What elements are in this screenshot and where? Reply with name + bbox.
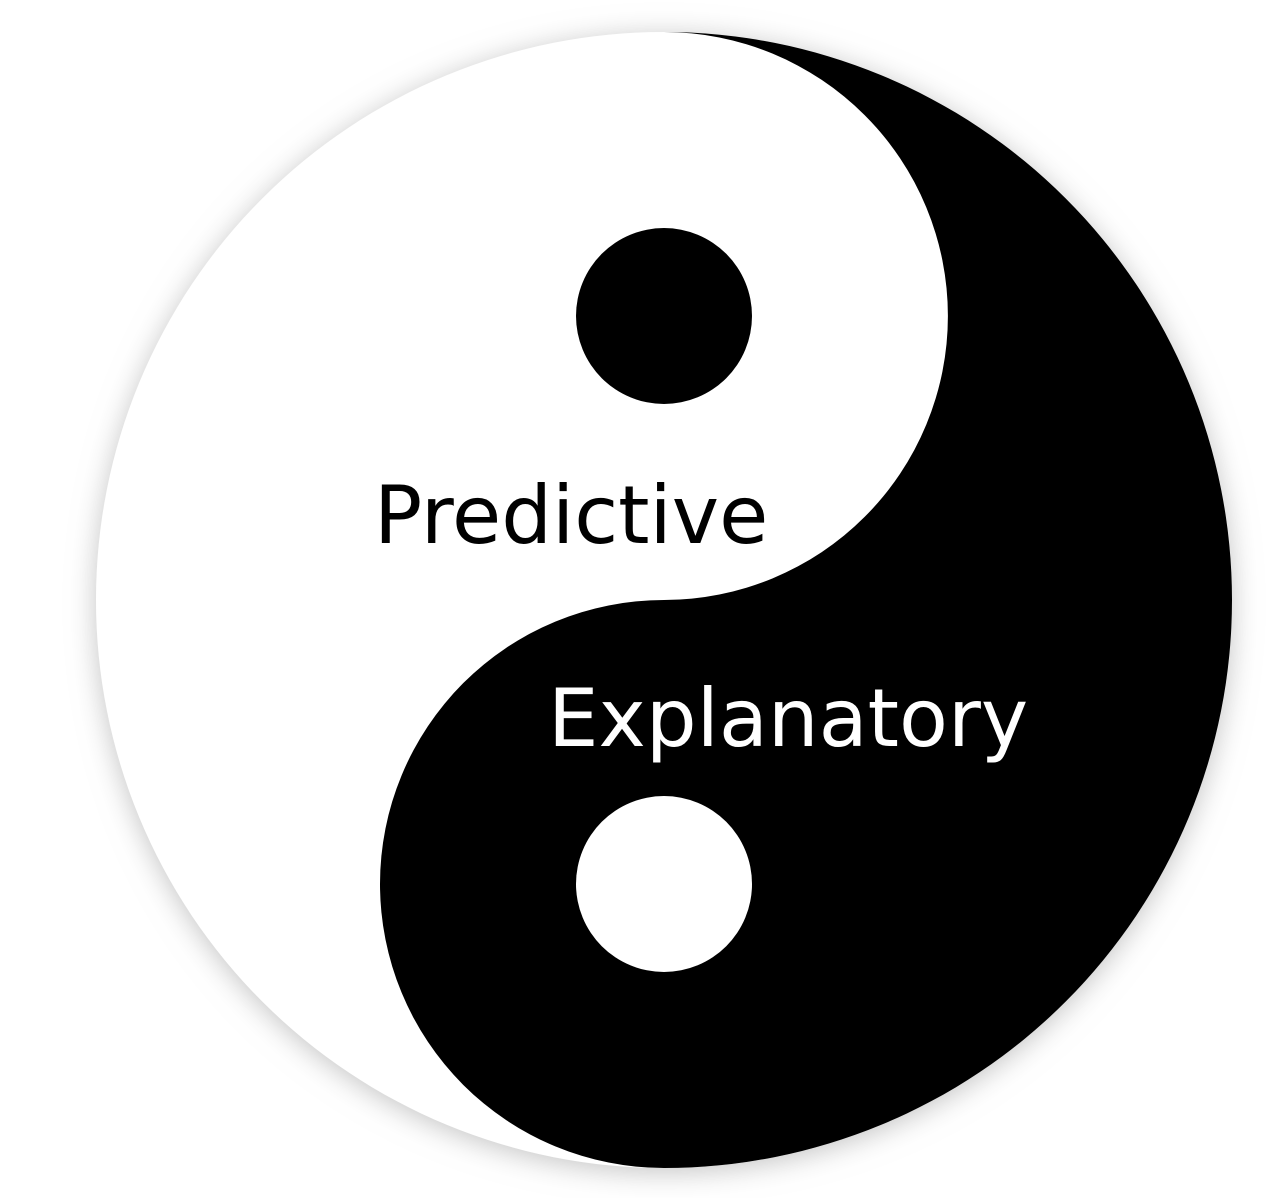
upper-dark-dot	[576, 228, 752, 404]
predictive-label: Predictive	[374, 469, 768, 562]
explanatory-label: Explanatory	[548, 672, 1028, 765]
lower-light-dot	[576, 796, 752, 972]
